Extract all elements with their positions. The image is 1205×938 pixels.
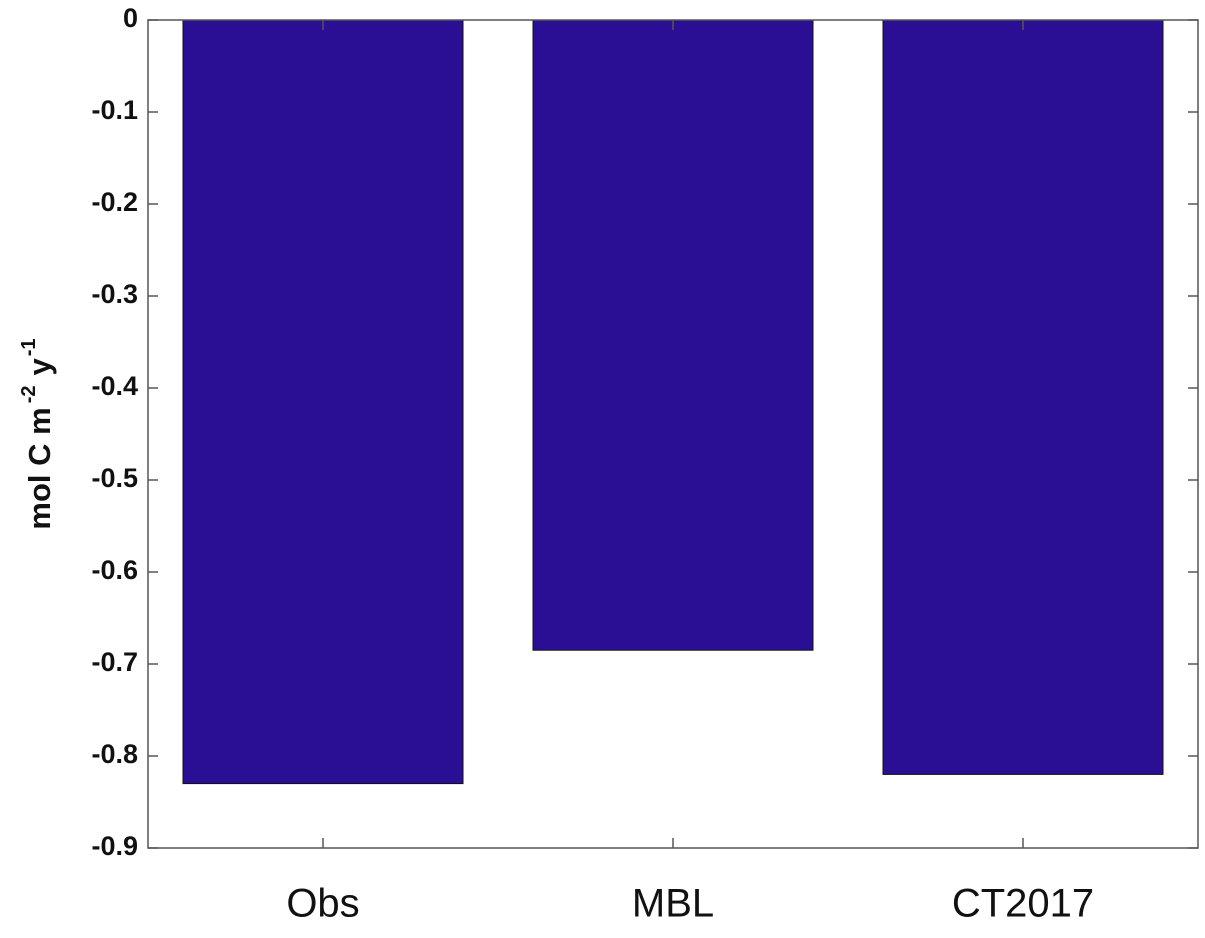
y-tick-label: -0.5 — [91, 463, 138, 493]
y-axis-label: mol C m -2 y-1 — [18, 338, 57, 529]
y-tick-label: -0.1 — [91, 95, 138, 125]
y-tick-label: -0.9 — [91, 831, 138, 861]
y-label-text: mol C m — [22, 407, 57, 529]
plot-frame — [147, 19, 1199, 849]
y-label-text: y — [22, 357, 57, 375]
x-tick-label: MBL — [632, 882, 714, 926]
bar — [182, 19, 464, 785]
y-tick-label: -0.7 — [91, 647, 138, 677]
bar — [532, 19, 814, 651]
x-tick-label: CT2017 — [952, 882, 1094, 926]
y-tick-label: 0 — [123, 3, 138, 33]
y-tick-label: -0.8 — [91, 739, 138, 769]
y-label-sup: -1 — [18, 338, 40, 356]
bar — [882, 19, 1164, 775]
y-tick-label: -0.2 — [91, 187, 138, 217]
y-tick-label: -0.3 — [91, 279, 138, 309]
y-tick-label: -0.6 — [91, 555, 138, 585]
y-label-sup: -2 — [18, 385, 40, 403]
x-tick-label: Obs — [286, 882, 359, 926]
y-tick-label: -0.4 — [91, 371, 138, 401]
